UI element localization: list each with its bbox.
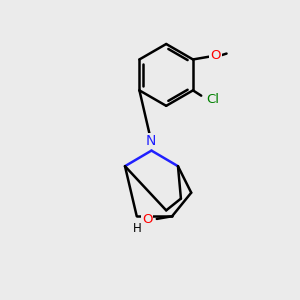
Text: Cl: Cl	[206, 93, 219, 106]
Text: O: O	[142, 213, 152, 226]
Text: N: N	[146, 134, 156, 148]
Text: O: O	[210, 50, 221, 62]
Text: H: H	[133, 222, 142, 235]
